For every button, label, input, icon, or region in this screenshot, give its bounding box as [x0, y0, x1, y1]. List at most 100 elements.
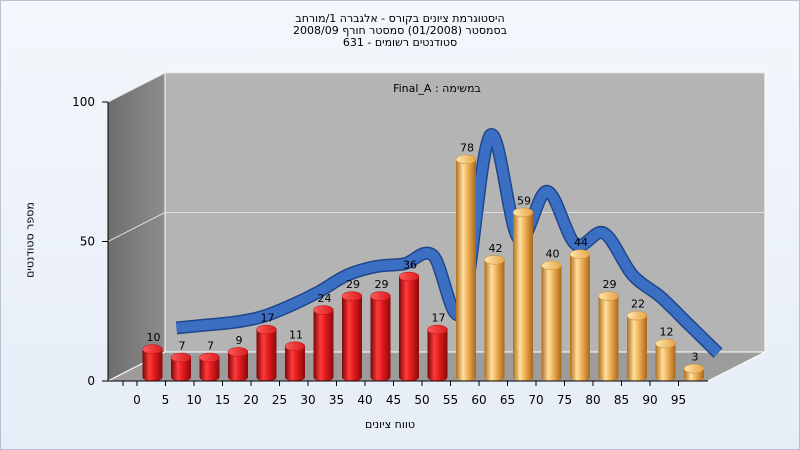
data-label: 29 [603, 278, 617, 291]
bar [455, 154, 477, 382]
bar [683, 363, 705, 382]
x-tick-label: 10 [186, 393, 201, 407]
bar [427, 324, 448, 382]
x-tick-label: 20 [243, 393, 258, 407]
chart-annotation: Final_A : במשימה [393, 82, 481, 95]
data-label: 78 [460, 141, 474, 154]
x-tick-label: 90 [642, 393, 657, 407]
x-tick-label: 85 [614, 393, 629, 407]
x-tick-label: 0 [133, 393, 141, 407]
bar-body [655, 343, 676, 382]
bar-top [598, 291, 619, 301]
bar-top [455, 154, 477, 165]
bar [313, 305, 334, 382]
data-label: 7 [207, 339, 214, 352]
data-label: 9 [236, 334, 243, 347]
x-tick-label: 35 [329, 393, 344, 407]
bar-body [370, 296, 391, 382]
gridline-side [107, 212, 166, 242]
bar-top [284, 341, 306, 352]
bar-top [626, 310, 648, 321]
data-label: 22 [631, 298, 645, 311]
bar-top [199, 352, 220, 363]
data-label-layer: 10 7 7 9 17 11 24 29 29 36 17 78 42 59 40 44 29 22 12 3 [147, 141, 699, 363]
bar-top [683, 363, 705, 374]
x-tick-label: 65 [500, 393, 515, 407]
bar-top [427, 324, 448, 335]
bar [370, 291, 391, 382]
x-tick-label: 25 [272, 393, 287, 407]
x-tick-label: 80 [585, 393, 600, 407]
bar-top [655, 338, 676, 349]
bar-body [256, 329, 277, 382]
x-tick-label: 70 [528, 393, 543, 407]
bar [170, 352, 192, 382]
data-label: 42 [489, 242, 503, 255]
bar-body [199, 357, 220, 382]
y-tick-label: 50 [80, 235, 95, 249]
bar-body [456, 159, 476, 382]
bar-top [484, 255, 505, 265]
data-label: 29 [375, 278, 389, 291]
bar-top [569, 249, 591, 259]
x-tick-label: 60 [471, 393, 486, 407]
x-tick-label: 50 [414, 393, 429, 407]
bar [598, 291, 619, 382]
bar-body [627, 315, 647, 382]
bar-top [256, 324, 277, 335]
bar-top [170, 352, 192, 363]
data-label: 17 [432, 312, 446, 325]
data-label: 59 [517, 194, 531, 207]
bar [569, 249, 591, 382]
bar [256, 324, 277, 382]
data-label: 24 [318, 292, 332, 305]
y-tick-label: 0 [87, 374, 95, 388]
bar-top [142, 344, 163, 354]
bar [541, 260, 562, 382]
bar-top [370, 291, 391, 301]
bar-body [142, 349, 163, 382]
bar-top [227, 347, 249, 357]
x-tick-label: 55 [443, 393, 458, 407]
bar [626, 310, 648, 382]
data-label: 17 [261, 312, 275, 325]
data-label: 10 [147, 331, 161, 344]
bar-top [313, 305, 334, 315]
x-tick-label: 30 [300, 393, 315, 407]
data-label: 36 [403, 259, 417, 272]
x-tick-label: 75 [557, 393, 572, 407]
bar [142, 344, 163, 382]
bar-body [598, 296, 619, 382]
bar-body [541, 265, 562, 382]
bar-top [398, 271, 420, 282]
bar-body [285, 346, 305, 382]
bar [655, 338, 676, 382]
axis-layer: 0 50 100 0 5 10 15 20 25 30 35 40 45 50 55 60 65 70 75 80 85… [72, 95, 708, 407]
y-axis-label: מספר סטודנטים [23, 202, 37, 278]
bar [484, 255, 505, 382]
bar-body [313, 310, 334, 382]
bar [284, 341, 306, 382]
bar-body [228, 351, 248, 382]
bar [398, 271, 420, 382]
bar [199, 352, 220, 382]
data-label: 7 [179, 339, 186, 352]
x-tick-label: 40 [357, 393, 372, 407]
data-label: 12 [660, 326, 674, 339]
data-label: 11 [289, 328, 303, 341]
chart-title-line-2: בסמסטר (01/2008) סמסטר חורף 2008/09 [293, 24, 507, 37]
bar-layer [142, 154, 705, 382]
x-tick-label: 15 [215, 393, 230, 407]
data-label: 29 [346, 278, 360, 291]
bar-top [541, 260, 562, 271]
bar-body [399, 276, 419, 382]
bar-top [512, 207, 534, 218]
bar-body [484, 259, 505, 382]
x-tick-label: 95 [671, 393, 686, 407]
bar-body [171, 357, 191, 382]
bar-body [570, 254, 590, 382]
bar [227, 347, 249, 382]
data-label: 3 [692, 351, 699, 364]
chart-title-line-1: היסטוגרמת ציונים בקורס - אלגברה 1/מורחב [295, 12, 505, 25]
